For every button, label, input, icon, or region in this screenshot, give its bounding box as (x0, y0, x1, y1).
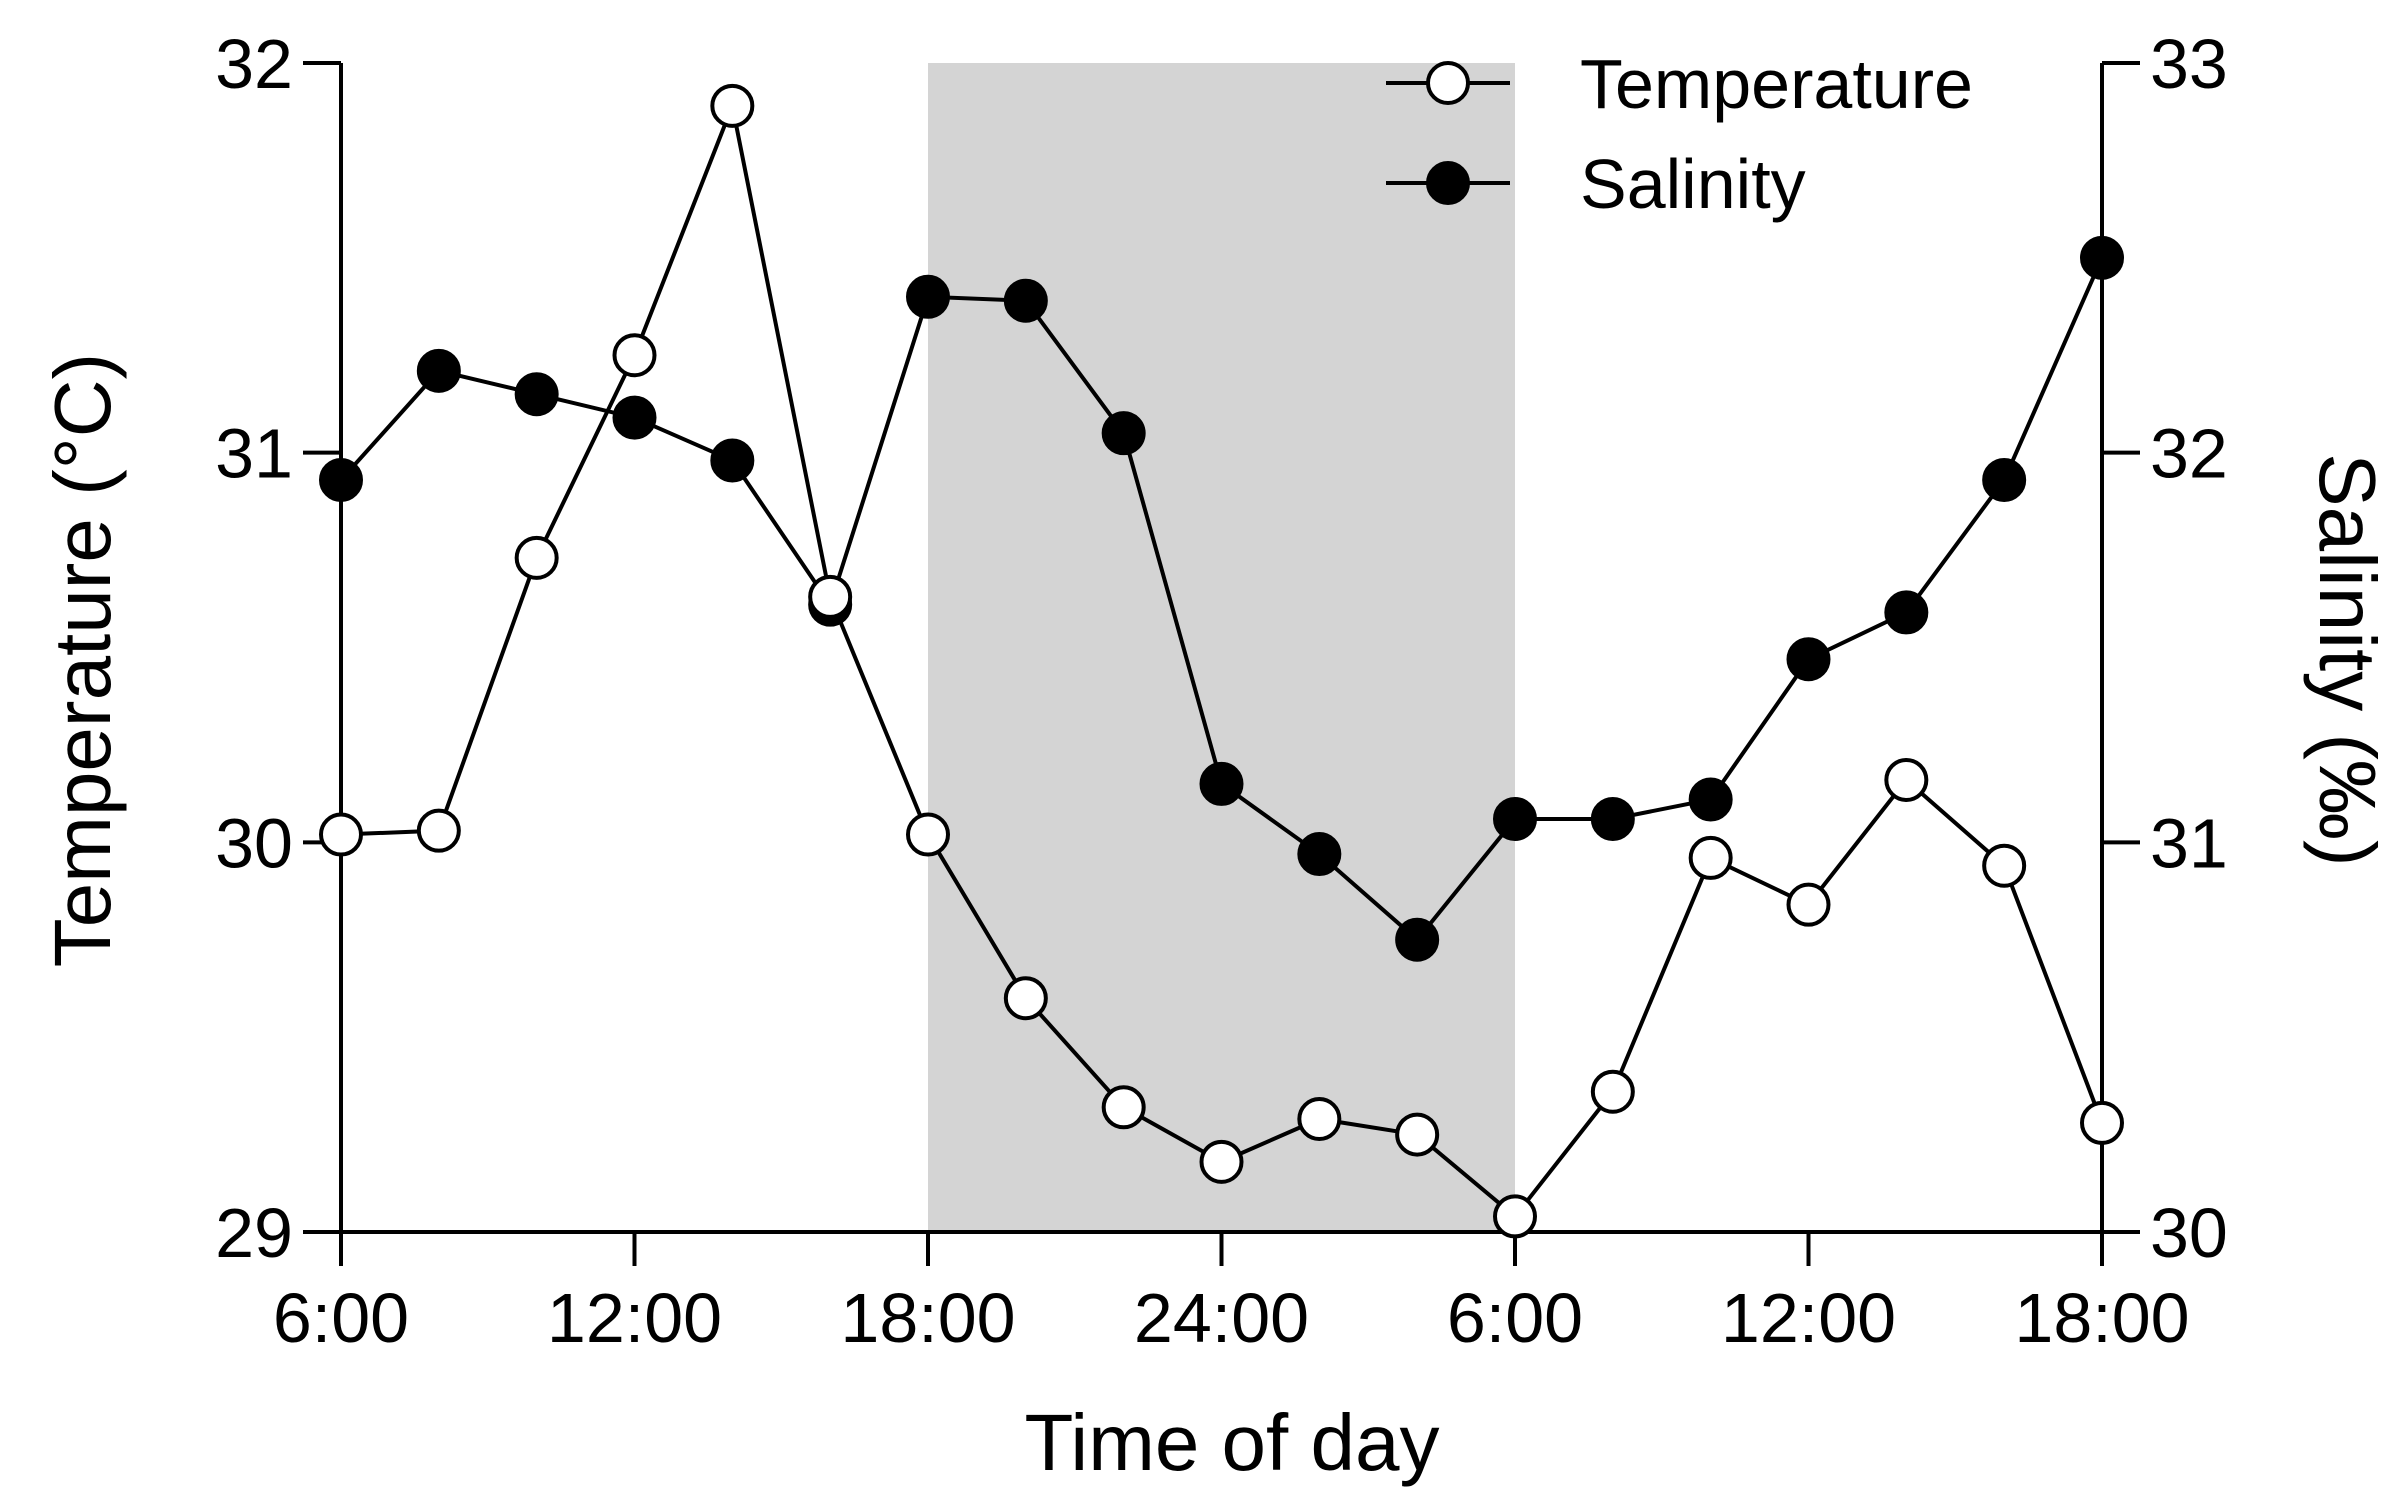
salinity-point (612, 395, 657, 440)
salinity-point (319, 457, 363, 502)
temperature-point (319, 812, 363, 857)
x-tick-label: 12:00 (547, 1279, 722, 1357)
y-left-tick-label: 29 (215, 1194, 293, 1272)
temperature-point (808, 574, 853, 619)
series-salinity (319, 235, 2124, 962)
salinity-point (1101, 411, 1146, 456)
y-right-tick-label: 33 (2150, 25, 2228, 103)
temperature-point (906, 812, 950, 857)
x-axis-title: Time of day (1025, 1398, 1440, 1487)
axes: 29 30 31 32 30 31 32 33 6:00 12:00 18:00 24:00 6:00 1… (215, 25, 2228, 1357)
temperature-point (612, 333, 657, 378)
y-right-tick-label: 31 (2150, 804, 2228, 882)
y-right-tick-label: 30 (2150, 1194, 2228, 1272)
y-left-tick-label: 31 (215, 415, 293, 493)
temperature-point (1199, 1139, 1244, 1184)
night-shading (928, 63, 1515, 1232)
salinity-point (416, 348, 461, 393)
x-tick-label: 18:00 (840, 1279, 1015, 1357)
legend-label-temperature: Temperature (1580, 45, 1973, 123)
series-temperature (319, 83, 2124, 1239)
series-layer (319, 83, 2124, 1239)
salinity-point (1493, 796, 1537, 841)
salinity-point (1003, 278, 1048, 323)
temperature-point (1688, 835, 1733, 880)
salinity-point (1590, 796, 1635, 841)
x-tick-label: 6:00 (273, 1279, 409, 1357)
temperature-point (1982, 843, 2027, 888)
temperature-point (1395, 1112, 1440, 1157)
temperature-point (416, 808, 461, 853)
temperature-point (1297, 1096, 1342, 1141)
temperature-point (2080, 1100, 2124, 1145)
temperature-point (1493, 1194, 1537, 1239)
salinity-point (1688, 777, 1733, 822)
salinity-point (2080, 235, 2124, 280)
temperature-point (1590, 1069, 1635, 1114)
salinity-point (1982, 457, 2027, 502)
salinity-point (514, 372, 559, 417)
y-left-tick-label: 30 (215, 804, 293, 882)
legend-marker-temperature (1426, 61, 1470, 105)
salinity-point (1786, 637, 1831, 682)
salinity-point (1884, 590, 1929, 635)
x-tick-label: 18:00 (2014, 1279, 2189, 1357)
y-axis-title-left: Temperature (°C) (38, 353, 127, 967)
x-tick-label: 24:00 (1134, 1279, 1309, 1357)
salinity-point (1199, 761, 1244, 806)
y-axis-title-right: Salinity (‰) (2303, 453, 2392, 866)
legend-marker-salinity (1426, 161, 1470, 205)
salinity-point (710, 438, 755, 483)
y-right-tick-label: 32 (2150, 415, 2228, 493)
x-tick-label: 12:00 (1721, 1279, 1896, 1357)
temperature-point (514, 535, 559, 580)
legend: Temperature Salinity (1386, 45, 1973, 223)
salinity-point (1395, 917, 1440, 962)
temperature-point (710, 83, 755, 128)
salinity-point (906, 274, 950, 319)
salinity-point (1297, 832, 1342, 877)
temperature-point (1884, 757, 1929, 802)
temperature-point (1101, 1085, 1146, 1130)
x-tick-label: 6:00 (1447, 1279, 1583, 1357)
temperature-point (1786, 882, 1831, 927)
legend-label-salinity: Salinity (1580, 145, 1806, 223)
temperature-point (1003, 976, 1048, 1021)
y-left-tick-label: 32 (215, 25, 293, 103)
